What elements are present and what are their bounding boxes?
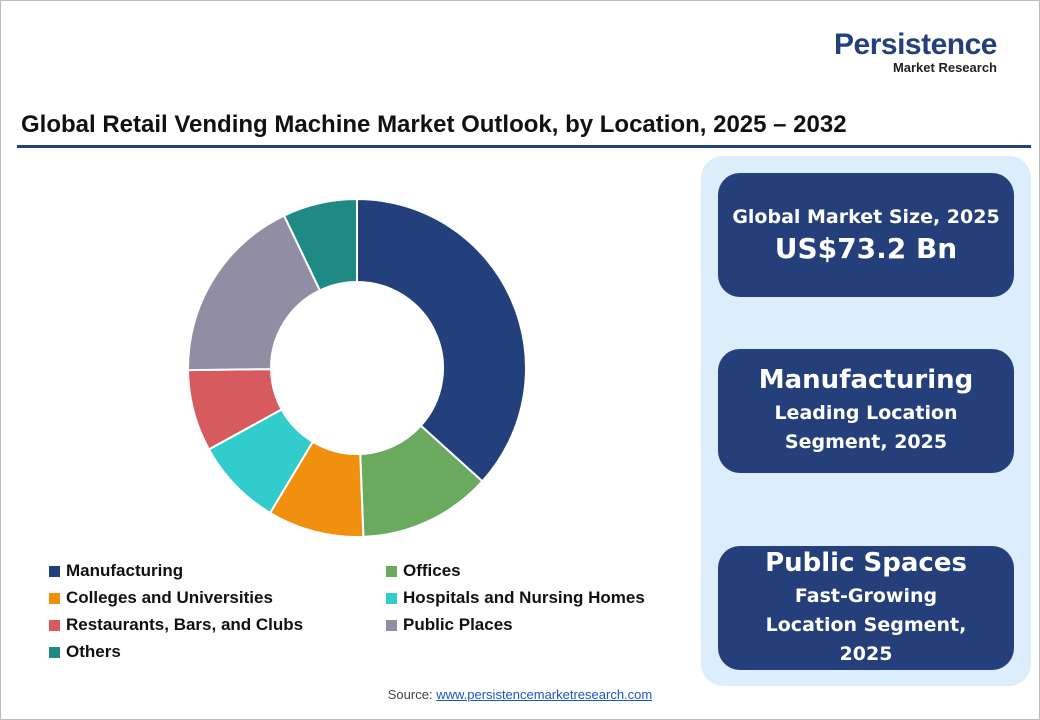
legend-swatch [49,619,60,631]
legend-item: Hospitals and Nursing Homes [386,588,686,608]
legend-swatch [49,646,60,658]
donut-slice [356,197,527,483]
legend-item: Others [49,642,386,662]
legend-item: Restaurants, Bars, and Clubs [49,615,386,635]
legend-label: Others [66,642,121,661]
source-label: Source: [387,687,433,702]
logo-name: Persistence [834,28,997,61]
legend-item: Colleges and Universities [49,588,386,608]
legend-item: Manufacturing [49,561,386,581]
donut-slice [282,197,358,292]
legend-label: Colleges and Universities [66,588,273,607]
legend-label: Restaurants, Bars, and Clubs [66,615,304,634]
legend-label: Offices [403,561,461,580]
card-subtitle: Leading Location Segment, 2025 [774,402,958,453]
legend-swatch [386,565,397,577]
source-link[interactable]: www.persistencemarketresearch.com [436,687,653,702]
legend-label: Manufacturing [66,561,184,580]
card-title: Manufacturing [758,365,974,395]
card: Global Market Size, 2025 US$73.2 Bn [718,173,1014,297]
chart-title: Global Retail Vending Machine Market Out… [21,111,847,138]
card-value: US$73.2 Bn [774,231,958,265]
legend-swatch [386,592,397,604]
chart [187,197,527,538]
legend-label: Hospitals and Nursing Homes [403,588,645,607]
legend-swatch [386,619,397,631]
legend-label: Public Places [403,615,513,634]
logo: Persistence Market Research [834,28,997,75]
donut-slice [187,214,322,372]
logo-tagline: Market Research [892,60,997,75]
legend-swatch [49,592,60,604]
card-subtitle: Fast-Growing Location Segment, 2025 [765,584,967,665]
legend-item: Offices [386,561,686,581]
card: Manufacturing Leading Location Segment, … [718,349,1014,473]
legend-swatch [49,565,60,577]
card-title: Global Market Size, 2025 [732,205,1000,228]
title-rule [17,145,1031,148]
source: Source: www.persistencemarketresearch.co… [1,687,1039,702]
legend-item: Public Places [386,615,686,635]
legend: Manufacturing Offices Colleges and Univers… [49,561,689,662]
card: Public Spaces Fast-Growing Location Segm… [718,546,1014,670]
card-title: Public Spaces [765,547,967,578]
